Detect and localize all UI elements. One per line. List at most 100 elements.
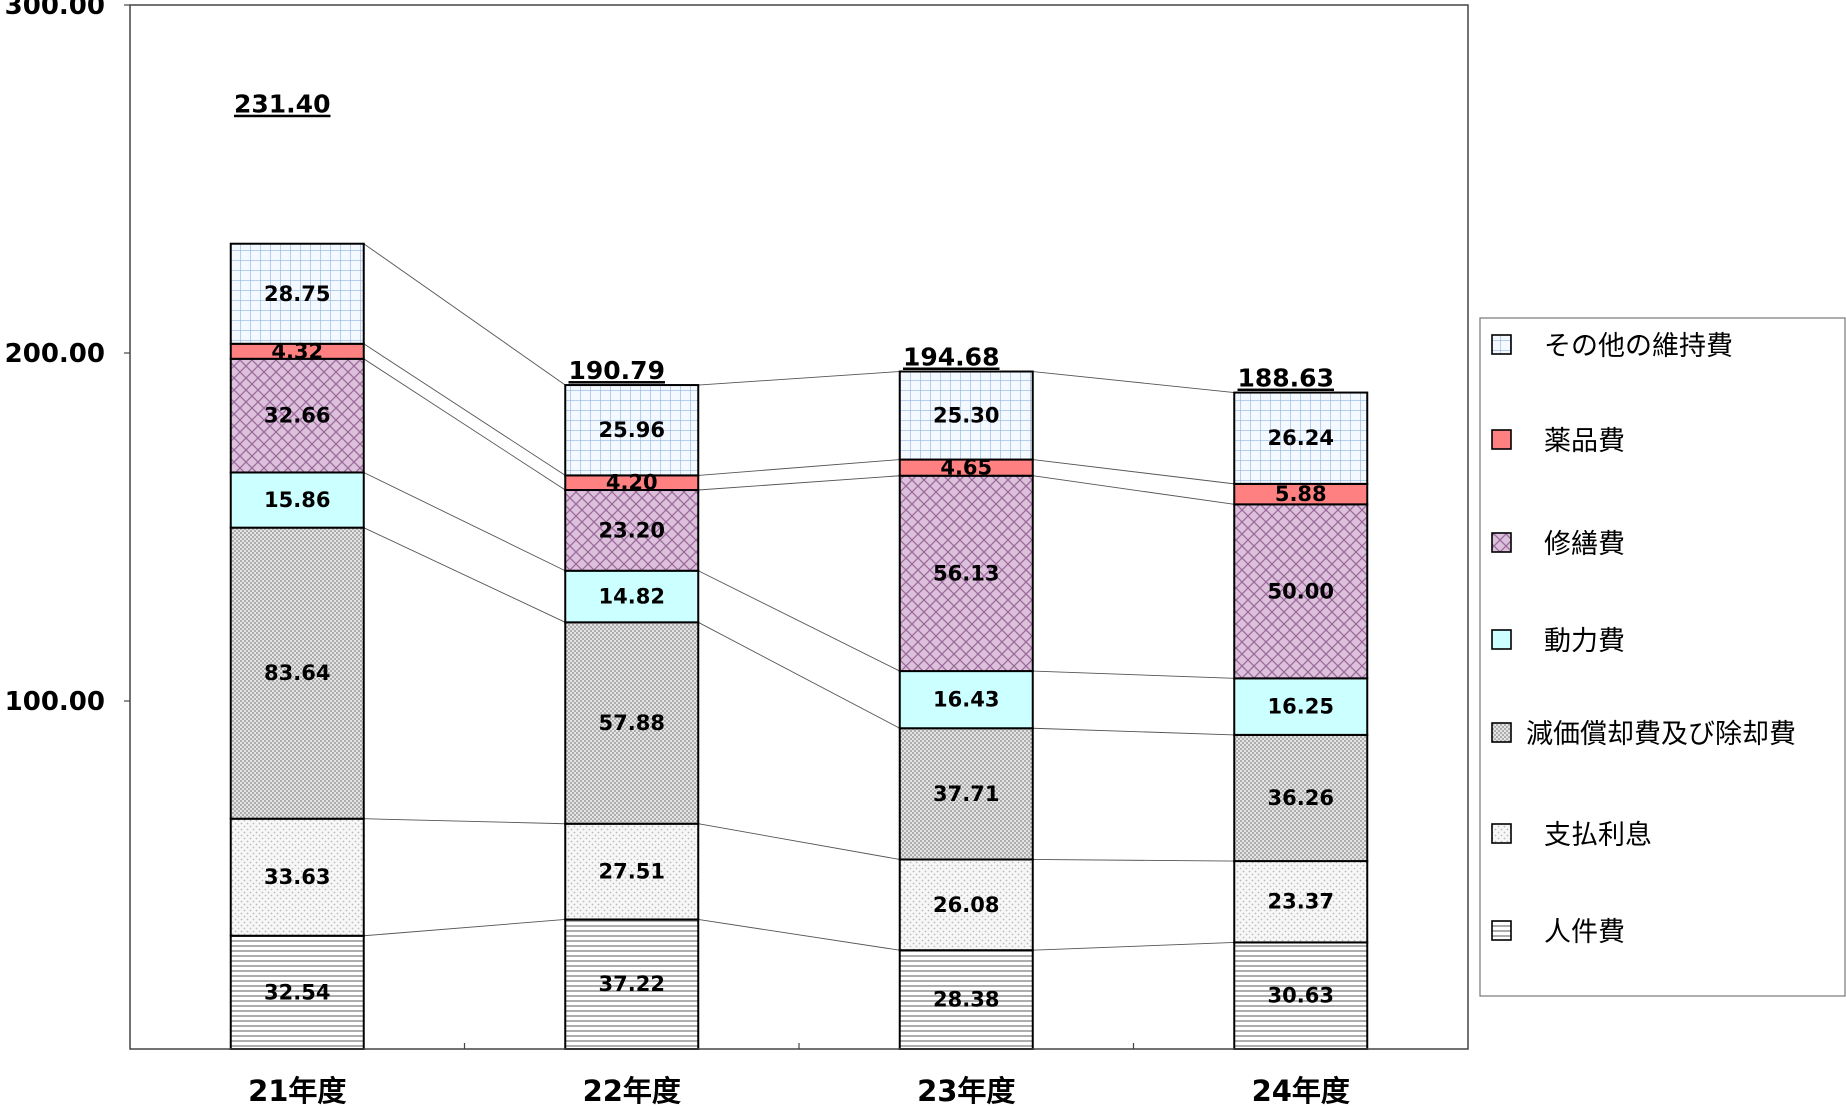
segment-value-label: 37.22 (599, 972, 665, 996)
series-connector-line (698, 621, 900, 729)
series-connector-line (698, 371, 900, 386)
series-connector-line (698, 459, 900, 476)
segment-value-label: 37.71 (933, 782, 999, 806)
legend-label: 動力費 (1544, 626, 1625, 657)
total-label: 188.63 (1238, 364, 1334, 393)
segment-value-label: 26.08 (933, 893, 999, 917)
y-tick-label: 200.00 (5, 339, 105, 369)
labels: 32.54 33.63 83.64 15.86 32.66 4.32 28.75 231.40… (234, 90, 1334, 1012)
series-connector-line (1032, 371, 1235, 394)
segment-value-label: 56.13 (933, 561, 999, 585)
segment-value-label: 50.00 (1268, 579, 1334, 603)
bar-segment (229, 471, 365, 529)
series-connector-line (363, 472, 566, 572)
series-connector-line (698, 475, 900, 491)
segment-value-label: 16.25 (1268, 695, 1334, 719)
segment-value-label: 23.37 (1268, 890, 1334, 914)
series-connector-line (1032, 475, 1235, 505)
bar-segment (1233, 503, 1369, 680)
series-connector-line (363, 343, 566, 476)
series-connector-line (363, 243, 566, 386)
segment-value-label: 4.20 (606, 471, 658, 495)
segment-value-label: 30.63 (1268, 984, 1334, 1008)
legend-box (1479, 317, 1846, 997)
legend-label: 薬品費 (1544, 426, 1625, 457)
category-label: 22年度 (583, 1074, 681, 1106)
series-connector-line (1032, 459, 1235, 485)
bar-segment (229, 817, 365, 937)
series-connector-line (698, 823, 900, 860)
segment-value-label: 23.20 (599, 518, 665, 542)
legend-swatch (1491, 532, 1512, 553)
bar-segment (564, 569, 700, 624)
series-connector-line (363, 919, 566, 937)
total-label: 231.40 (234, 90, 330, 119)
series-connector-line (698, 570, 900, 672)
bar-segment (1233, 391, 1369, 485)
bar-segment (564, 918, 700, 1051)
legend-swatch (1491, 429, 1512, 450)
segment-value-label: 5.88 (1275, 482, 1327, 506)
series-connector-line (1032, 859, 1235, 862)
series-connector-line (363, 818, 566, 825)
segment-value-label: 26.24 (1268, 426, 1334, 450)
segment-value-label: 33.63 (264, 865, 330, 889)
segment-value-label: 25.30 (933, 404, 999, 428)
bar-segment (898, 474, 1034, 673)
axes: 300.00 200.00 100.00 21年度 22年度 23年度 24年度 (5, 0, 1469, 1106)
total-label: 190.79 (569, 356, 665, 385)
bar-segment (564, 384, 700, 477)
bar-segment (229, 934, 365, 1050)
segment-value-label: 57.88 (599, 711, 665, 735)
total-label: 194.68 (903, 343, 999, 372)
bar-segment (898, 370, 1034, 461)
category-label: 24年度 (1252, 1074, 1350, 1106)
segment-value-label: 27.51 (599, 860, 665, 884)
bar-segment (1233, 677, 1369, 736)
bar-segment (564, 489, 700, 572)
legend-swatch (1491, 629, 1512, 650)
segment-value-label: 32.54 (264, 980, 330, 1004)
segment-value-label: 83.64 (264, 661, 330, 685)
legend-swatch (1491, 920, 1512, 941)
segment-value-label: 4.65 (940, 456, 992, 480)
series-connector-line (698, 919, 900, 951)
bar-segment (898, 670, 1034, 730)
connector-lines (363, 243, 1235, 951)
series-connector-line (1032, 727, 1235, 736)
series-connector-line (363, 358, 566, 491)
category-label: 23年度 (917, 1074, 1015, 1106)
legend-label: 人件費 (1544, 917, 1625, 948)
bar-segment (564, 621, 700, 825)
bar-segment (898, 949, 1034, 1051)
bar-segment (229, 526, 365, 820)
legend-label: 減価償却費及び除却費 (1526, 719, 1796, 750)
segment-value-label: 14.82 (599, 585, 665, 609)
legend-swatch (1491, 334, 1512, 355)
segment-value-label: 32.66 (264, 404, 330, 428)
segment-value-label: 28.38 (933, 988, 999, 1012)
y-tick-label: 100.00 (5, 687, 105, 717)
segment-value-label: 15.86 (264, 488, 330, 512)
segment-value-label: 4.32 (271, 339, 323, 363)
segment-value-label: 28.75 (264, 282, 330, 306)
segment-value-label: 25.96 (599, 418, 665, 442)
legend-label: 支払利息 (1544, 820, 1652, 851)
bar-segment (229, 357, 365, 474)
series-connector-line (363, 527, 566, 623)
legend-swatch (1491, 722, 1512, 743)
legend-label: 修繕費 (1544, 529, 1625, 560)
legend-swatch (1491, 823, 1512, 844)
bar-segment (564, 822, 700, 921)
bar-segment (1233, 733, 1369, 863)
series-connector-line (1032, 670, 1235, 679)
legend-label: その他の維持費 (1544, 331, 1733, 362)
bar-segment (229, 242, 365, 345)
series-connector-line (1032, 941, 1235, 951)
y-tick-label: 300.00 (5, 0, 105, 21)
segment-value-label: 36.26 (1268, 786, 1334, 810)
segment-value-label: 16.43 (933, 688, 999, 712)
bar-segment (1233, 860, 1369, 944)
